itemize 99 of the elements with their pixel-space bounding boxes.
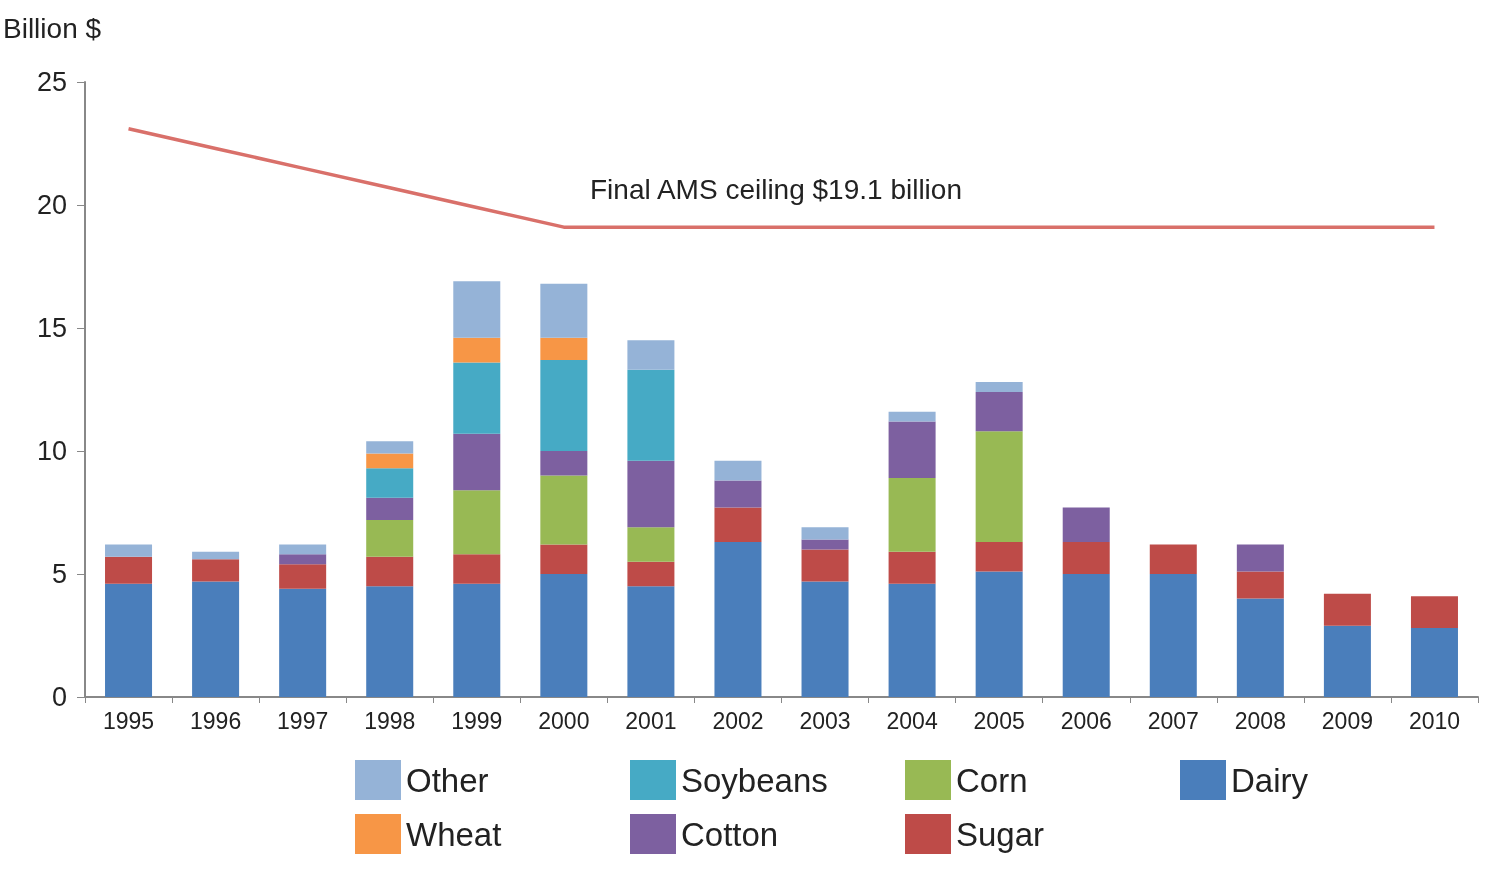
bar (453, 490, 501, 555)
bar (192, 559, 240, 582)
bar (1062, 507, 1110, 543)
bar (366, 453, 414, 469)
x-tick-label: 2006 (1060, 707, 1112, 734)
bar (105, 583, 153, 697)
bar (714, 480, 762, 508)
x-tick-label: 2002 (712, 707, 764, 734)
bar (453, 554, 501, 584)
legend-label: Sugar (956, 815, 1045, 853)
bar (453, 433, 501, 491)
x-tick-label: 1997 (277, 707, 329, 734)
bar (453, 281, 501, 338)
bar (366, 556, 414, 587)
x-tick-label: 2005 (973, 707, 1025, 734)
y-tick-label: 20 (36, 190, 67, 220)
bar (888, 551, 936, 584)
legend-label: Soybeans (681, 761, 828, 799)
bar (714, 542, 762, 697)
bar (975, 542, 1023, 572)
x-tick-label: 2000 (538, 707, 590, 734)
x-tick-label: 2009 (1321, 707, 1373, 734)
annotation: Final AMS ceiling $19.1 billion (590, 173, 962, 205)
bar (366, 468, 414, 498)
x-tick-label: 1998 (364, 707, 416, 734)
bar (627, 586, 675, 697)
bar (279, 588, 327, 697)
x-tick-label: 1996 (190, 707, 242, 734)
y-tick-label: 0 (51, 682, 67, 712)
bar (975, 391, 1023, 432)
bar (627, 527, 675, 562)
bar (888, 421, 936, 479)
bar (1149, 574, 1197, 697)
bar (888, 411, 936, 422)
y-tick-label: 15 (36, 313, 67, 343)
bar (1323, 625, 1371, 697)
bar (801, 527, 849, 540)
x-tick-label: 1995 (102, 707, 155, 734)
bar (1062, 574, 1110, 697)
bar (714, 507, 762, 543)
bar (801, 581, 849, 697)
bar (540, 359, 588, 451)
bar (453, 362, 501, 434)
bar (627, 340, 675, 370)
bar (1149, 544, 1197, 574)
bar (192, 551, 240, 560)
legend-label: Wheat (406, 815, 502, 853)
bar (975, 431, 1023, 543)
y-tick-label: 5 (51, 559, 67, 589)
x-tick-label: 2003 (799, 707, 851, 734)
bar (279, 554, 327, 565)
bar (714, 460, 762, 481)
bar (540, 574, 588, 697)
x-tick-label: 2010 (1408, 707, 1461, 734)
x-tick-label: 2001 (625, 707, 677, 734)
bar (366, 497, 414, 520)
bar (975, 382, 1023, 392)
bar (627, 369, 675, 461)
bar (975, 571, 1023, 697)
x-tick-label: 2007 (1147, 707, 1199, 734)
bar (366, 519, 414, 557)
y-tick-label: 25 (36, 67, 67, 97)
bar (366, 441, 414, 454)
bar (453, 337, 501, 363)
y-tick-label: 10 (36, 436, 67, 466)
bar (1236, 544, 1284, 572)
x-tick-label: 1999 (451, 707, 503, 734)
bar (1236, 571, 1284, 599)
legend-label: Dairy (1231, 761, 1309, 799)
bar (888, 583, 936, 697)
legend-label: Corn (956, 761, 1028, 799)
line-series (126, 126, 1437, 229)
x-tick-label: 2008 (1234, 707, 1286, 734)
bar (540, 283, 588, 338)
bar (279, 544, 327, 555)
bar (192, 581, 240, 697)
bar (540, 337, 588, 360)
bar (801, 539, 849, 550)
bar (888, 478, 936, 552)
bar (105, 544, 153, 557)
y-axis-title: Billion $ (3, 12, 102, 44)
bar (540, 451, 588, 476)
bar (1323, 593, 1371, 626)
bar (1410, 628, 1458, 697)
bar (540, 475, 588, 545)
legend-label: Cotton (681, 815, 779, 853)
bar (1410, 596, 1458, 629)
bar (627, 561, 675, 587)
bar (366, 586, 414, 697)
bar (801, 549, 849, 582)
bar (540, 544, 588, 574)
bar (453, 583, 501, 697)
bar (1062, 542, 1110, 574)
bar (105, 556, 153, 584)
legend-label: Other (406, 761, 489, 799)
bar (627, 460, 675, 528)
bar (1236, 598, 1284, 697)
x-tick-label: 2004 (886, 707, 938, 734)
bar (279, 564, 327, 589)
